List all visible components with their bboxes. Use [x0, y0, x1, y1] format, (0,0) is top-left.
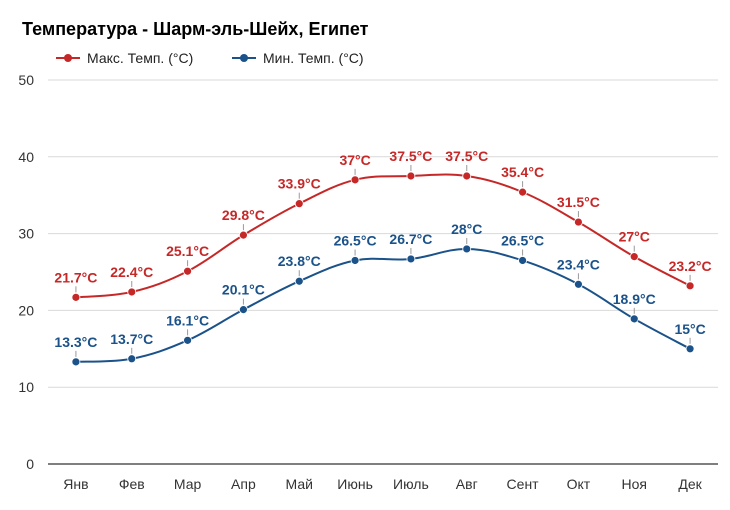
y-axis: 0 10 20 30 40 50: [18, 72, 34, 472]
point-min[interactable]: [462, 244, 472, 254]
data-label-max: 35.4°C: [501, 164, 544, 180]
data-label-min: 15°C: [674, 321, 705, 337]
legend-marker-max: [64, 54, 72, 62]
point-max[interactable]: [294, 199, 304, 209]
data-label-max: 37.5°C: [389, 148, 432, 164]
data-label-min: 23.8°C: [278, 253, 321, 269]
x-tick-label: Май: [286, 476, 313, 492]
point-min[interactable]: [629, 314, 639, 324]
data-label-min: 26.5°C: [501, 232, 544, 248]
x-tick-label: Дек: [678, 476, 702, 492]
data-label-max: 37°C: [339, 152, 370, 168]
legend-item-min[interactable]: Мин. Темп. (°C): [232, 50, 364, 66]
data-labels-layer: 21.7°C 22.4°C 25.1°C 29.8°C 33.9°C 37°C 37.5°C…: [54, 148, 712, 357]
point-max[interactable]: [518, 187, 527, 197]
x-tick-label: Янв: [63, 476, 88, 492]
x-tick-label: Сент: [507, 476, 540, 492]
legend-item-max[interactable]: Макс. Темп. (°C): [56, 50, 193, 66]
legend-label-max: Макс. Темп. (°C): [87, 50, 193, 66]
data-label-min: 23.4°C: [557, 256, 600, 272]
y-tick-label: 40: [18, 149, 34, 165]
point-max[interactable]: [685, 281, 695, 291]
y-tick-label: 20: [18, 302, 34, 318]
y-tick-label: 50: [18, 72, 34, 88]
x-axis: Янв Фев Мар Апр Май Июнь Июль Авг Сент Окт Ноя Дек: [63, 476, 702, 492]
y-tick-label: 30: [18, 226, 34, 242]
data-label-min: 13.3°C: [54, 334, 97, 350]
series-layer: [71, 171, 695, 367]
series-max: [71, 171, 695, 302]
legend: Макс. Темп. (°C) Мин. Темп. (°C): [56, 50, 364, 66]
data-label-max: 31.5°C: [557, 194, 600, 210]
data-label-max: 27°C: [619, 229, 650, 245]
data-label-max: 33.9°C: [278, 176, 321, 192]
point-max[interactable]: [71, 292, 81, 302]
x-tick-label: Фев: [119, 476, 145, 492]
point-max[interactable]: [629, 252, 639, 262]
x-tick-label: Ноя: [622, 476, 647, 492]
series-line-max: [75, 173, 691, 299]
x-tick-label: Мар: [174, 476, 202, 492]
gridlines: [48, 79, 718, 465]
x-tick-label: Июль: [393, 476, 429, 492]
point-max[interactable]: [406, 171, 416, 181]
data-label-max: 22.4°C: [110, 264, 153, 280]
data-label-min: 16.1°C: [166, 312, 209, 328]
data-label-min: 26.7°C: [389, 231, 432, 247]
data-label-max: 25.1°C: [166, 243, 209, 259]
data-label-max: 23.2°C: [669, 258, 712, 274]
point-max[interactable]: [574, 217, 583, 227]
point-min[interactable]: [350, 256, 360, 265]
data-label-min: 20.1°C: [222, 282, 265, 298]
point-min[interactable]: [239, 305, 248, 315]
data-label-min: 13.7°C: [110, 331, 153, 347]
point-max[interactable]: [462, 171, 472, 181]
x-tick-label: Апр: [231, 476, 256, 492]
x-tick-label: Авг: [456, 476, 478, 492]
legend-label-min: Мин. Темп. (°C): [263, 50, 364, 66]
point-min[interactable]: [183, 335, 192, 345]
point-min[interactable]: [406, 254, 416, 264]
data-label-min: 28°C: [451, 221, 482, 237]
point-max[interactable]: [127, 287, 137, 297]
y-tick-label: 0: [26, 456, 34, 472]
y-tick-label: 10: [18, 379, 34, 395]
data-label-max: 37.5°C: [445, 148, 488, 164]
point-min[interactable]: [518, 256, 527, 265]
point-min[interactable]: [294, 276, 304, 286]
series-min: [71, 244, 695, 367]
legend-marker-min: [240, 54, 248, 62]
chart-title: Температура - Шарм-эль-Шейх, Египет: [22, 19, 369, 39]
point-min[interactable]: [574, 279, 583, 289]
x-tick-label: Июнь: [337, 476, 373, 492]
point-max[interactable]: [350, 175, 360, 185]
point-min[interactable]: [127, 354, 137, 364]
data-label-max: 21.7°C: [54, 269, 97, 285]
x-tick-label: Окт: [567, 476, 591, 492]
point-min[interactable]: [71, 357, 81, 367]
data-label-max: 29.8°C: [222, 207, 265, 223]
data-label-min: 26.5°C: [334, 232, 377, 248]
point-max[interactable]: [239, 230, 248, 240]
point-min[interactable]: [685, 344, 695, 354]
data-label-min: 18.9°C: [613, 291, 656, 307]
point-max[interactable]: [183, 266, 192, 276]
